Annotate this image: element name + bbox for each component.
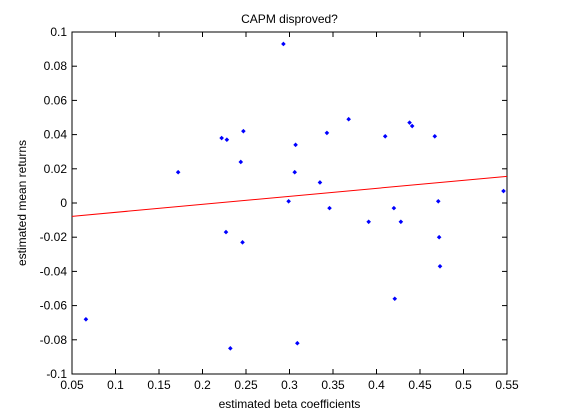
data-point bbox=[83, 316, 89, 322]
y-tick-label: -0.06 bbox=[40, 299, 68, 313]
x-tick-label: 0.25 bbox=[234, 378, 258, 392]
data-point bbox=[241, 128, 246, 134]
y-tick-label: 0 bbox=[60, 196, 67, 210]
data-point bbox=[240, 240, 245, 245]
y-tick-label: 0.08 bbox=[44, 59, 68, 73]
x-tick-label: 0.05 bbox=[60, 378, 84, 392]
data-point bbox=[281, 41, 286, 47]
data-point bbox=[292, 169, 298, 175]
y-tick-label: 0.06 bbox=[44, 93, 68, 107]
x-tick-label: 0.5 bbox=[455, 378, 472, 392]
x-tick-label: 0.2 bbox=[194, 378, 211, 392]
data-point bbox=[327, 205, 332, 211]
data-point bbox=[437, 263, 443, 269]
ticks-layer: 0.05 0.1 0.15 0.2 0.25 0.3 0.35 0.4 0.45 0.5 0.55 -… bbox=[40, 25, 519, 392]
x-axis-label: estimated beta coefficients bbox=[219, 397, 361, 411]
data-point bbox=[286, 198, 291, 204]
data-point bbox=[409, 123, 415, 129]
data-point bbox=[432, 134, 438, 139]
data-point bbox=[366, 219, 371, 225]
data-point bbox=[436, 234, 442, 240]
plot-area bbox=[71, 31, 508, 375]
data-point bbox=[223, 229, 229, 235]
data-point bbox=[324, 130, 330, 136]
data-point bbox=[228, 346, 233, 351]
y-tick-label: -0.1 bbox=[46, 367, 67, 381]
y-tick-label: -0.04 bbox=[40, 264, 68, 278]
y-tick-label: -0.08 bbox=[40, 333, 68, 347]
y-tick-label: -0.02 bbox=[40, 230, 68, 244]
x-tick-label: 0.3 bbox=[281, 378, 298, 392]
x-tick-label: 0.15 bbox=[147, 378, 171, 392]
y-tick-label: 0.1 bbox=[50, 25, 67, 39]
data-point bbox=[317, 180, 323, 185]
data-point bbox=[391, 205, 397, 211]
data-point bbox=[224, 137, 230, 143]
y-tick-label: 0.02 bbox=[44, 162, 68, 176]
x-tick-label: 0.4 bbox=[368, 378, 385, 392]
data-point bbox=[392, 296, 398, 302]
data-point bbox=[175, 169, 181, 175]
data-point bbox=[293, 142, 298, 148]
x-tick-label: 0.1 bbox=[107, 378, 124, 392]
data-point bbox=[382, 134, 388, 139]
x-tick-label: 0.45 bbox=[408, 378, 432, 392]
data-point bbox=[407, 120, 412, 125]
chart-title: CAPM disproved? bbox=[241, 12, 338, 26]
data-point bbox=[238, 159, 244, 165]
y-axis-label: estimated mean returns bbox=[15, 140, 29, 266]
data-point bbox=[219, 135, 224, 141]
marks-layer bbox=[71, 41, 508, 351]
x-tick-label: 0.35 bbox=[321, 378, 345, 392]
data-point bbox=[295, 340, 300, 346]
data-point bbox=[346, 116, 351, 122]
data-point bbox=[398, 219, 404, 225]
y-tick-label: 0.04 bbox=[44, 128, 68, 142]
x-tick-label: 0.55 bbox=[495, 378, 519, 392]
data-point bbox=[435, 198, 441, 204]
regression-line bbox=[71, 175, 508, 217]
data-point bbox=[501, 188, 506, 194]
